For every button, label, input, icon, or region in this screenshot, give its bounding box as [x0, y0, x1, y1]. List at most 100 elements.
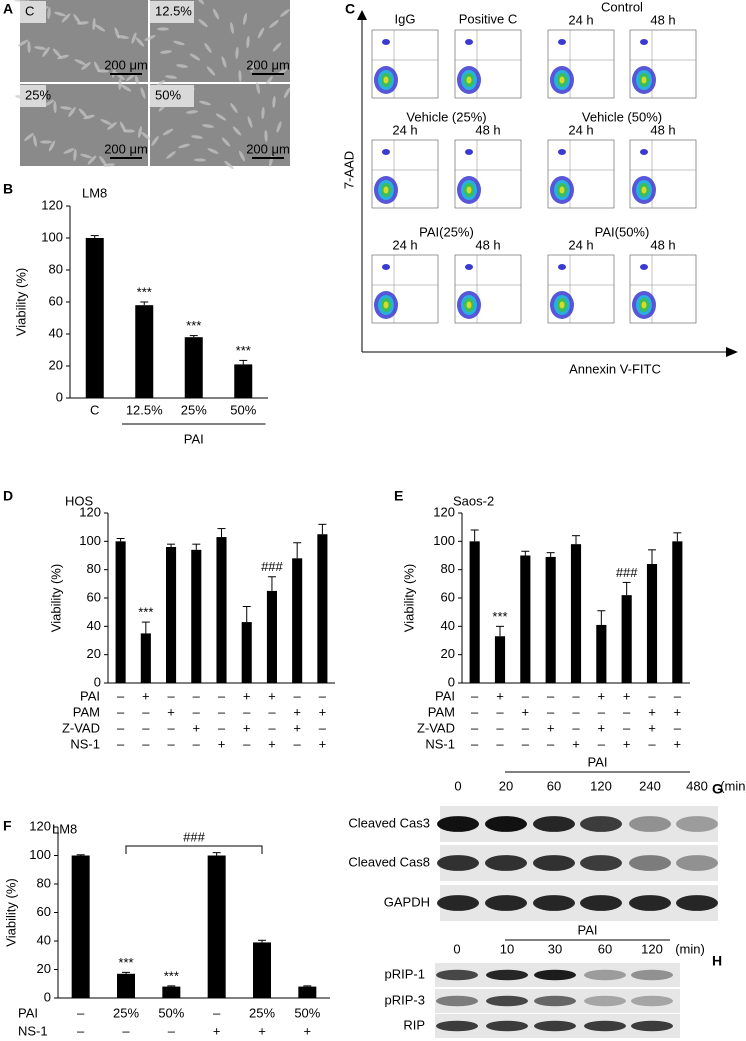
cell [48, 140, 56, 152]
unit-label: (min) [720, 778, 746, 793]
condition-value: – [193, 704, 201, 719]
condition-value: – [167, 688, 175, 703]
event-density [559, 76, 565, 84]
cell [135, 37, 145, 47]
condition-value: – [218, 720, 226, 735]
band [580, 816, 622, 832]
band [631, 1020, 673, 1032]
significance-label: *** [137, 284, 152, 299]
c-y-label: 7-AAD [341, 151, 356, 189]
condition-value: + [293, 720, 301, 735]
scale-label: 200 μm [246, 141, 290, 156]
band [486, 969, 528, 981]
event-density [466, 76, 472, 84]
cell [198, 18, 208, 28]
y-tick-label: 120 [41, 197, 63, 212]
condition-name: PAI [435, 688, 455, 703]
condition-value: – [319, 688, 327, 703]
condition-name: NS-1 [18, 1023, 48, 1038]
cell [73, 149, 77, 161]
condition-value: + [258, 1023, 266, 1038]
bar [494, 636, 506, 683]
condition-value: – [168, 1023, 176, 1038]
cell [235, 47, 239, 59]
y-axis-label: Viability (%) [3, 878, 18, 946]
event-density [383, 301, 389, 309]
treatment-label: PAI [578, 922, 598, 937]
condition-value: – [213, 1005, 221, 1020]
event-density [641, 76, 647, 84]
scale-label: 200 μm [104, 57, 148, 72]
image-label: 12.5% [155, 3, 192, 18]
condition-value: + [547, 720, 555, 735]
cell [212, 8, 220, 20]
condition-value: – [243, 704, 251, 719]
row-label: pRIP-3 [385, 992, 425, 1007]
label-box [150, 1, 194, 23]
event-density [383, 186, 389, 194]
condition-value: – [547, 704, 555, 719]
event-cluster [382, 264, 390, 270]
label-box [20, 1, 46, 23]
condition-value: + [243, 720, 251, 735]
cell [83, 114, 95, 120]
band [485, 895, 527, 911]
band [584, 1020, 626, 1032]
group-label: Control [601, 0, 643, 14]
event-cluster [382, 39, 390, 45]
band [629, 816, 671, 832]
cell [256, 82, 260, 94]
condition-value: – [167, 736, 175, 751]
condition-value: – [522, 720, 530, 735]
cell [230, 22, 234, 34]
cell [264, 130, 268, 142]
cell [195, 0, 205, 5]
condition-value: – [471, 688, 479, 703]
scale-label: 200 μm [104, 141, 148, 156]
condition-value: – [294, 688, 302, 703]
band [486, 995, 528, 1007]
cell [17, 39, 29, 47]
y-tick-label: 40 [441, 618, 455, 633]
row-label: RIP [403, 1017, 425, 1032]
bar [570, 544, 582, 683]
cell [131, 32, 137, 44]
cell [24, 133, 34, 141]
row-label: GAPDH [384, 894, 430, 909]
significance-label: ### [616, 565, 638, 580]
y-axis-label: Viability (%) [48, 564, 63, 632]
condition-value: – [522, 736, 530, 751]
cell [272, 42, 282, 52]
condition-value: + [213, 1023, 221, 1038]
bar [234, 364, 253, 398]
lane-label: 0 [454, 778, 461, 793]
condition-value: – [471, 704, 479, 719]
condition-value: – [623, 720, 631, 735]
event-density [466, 301, 472, 309]
lane-label: 240 [639, 778, 661, 793]
time-label: 24 h [392, 122, 417, 137]
group-label: Positive C [459, 11, 518, 26]
condition-value: – [243, 736, 251, 751]
event-cluster [640, 149, 648, 155]
cell [186, 110, 198, 114]
x-tick-label: 25% [181, 402, 207, 417]
cell [54, 11, 66, 17]
cell [118, 78, 122, 90]
bar [545, 556, 556, 683]
y-tick-label: 60 [87, 589, 101, 604]
condition-value: – [572, 720, 580, 735]
y-axis-label: Viability (%) [401, 564, 416, 632]
group-label: IgG [395, 11, 416, 26]
significance-label: *** [118, 955, 133, 970]
bar [646, 564, 658, 683]
condition-value: + [142, 688, 150, 703]
image-label: C [25, 3, 34, 18]
cell [261, 107, 265, 119]
lane-label: 60 [547, 778, 561, 793]
condition-value: – [218, 688, 226, 703]
cell [160, 50, 172, 54]
condition-value: 25% [249, 1005, 275, 1020]
chart-title: LM8 [52, 821, 77, 836]
